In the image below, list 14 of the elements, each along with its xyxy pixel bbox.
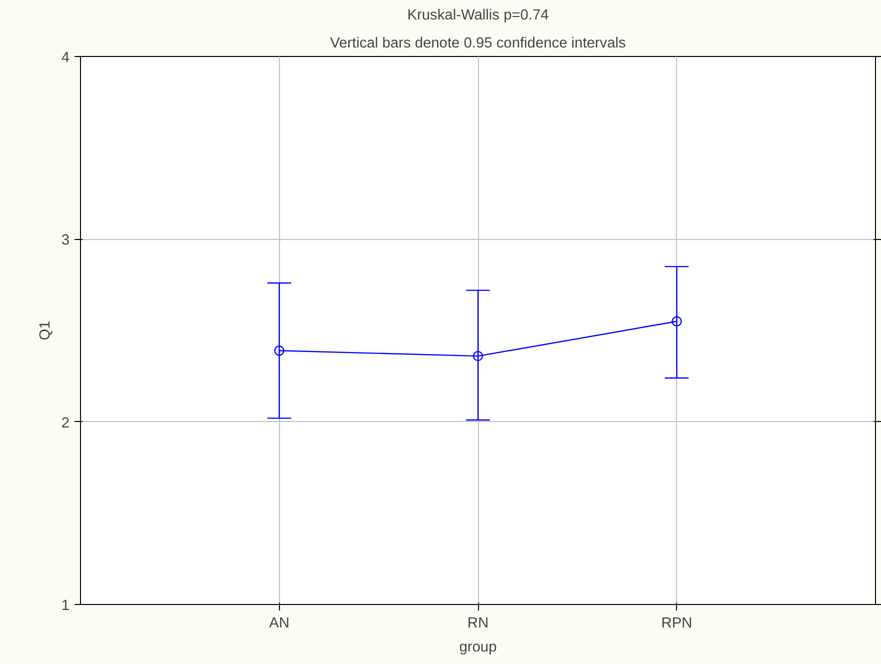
y-tick-label: 4 [61,50,70,66]
x-tick-label: RPN [661,616,692,632]
chart-subtitle: Vertical bars denote 0.95 confidence intervals [330,36,626,52]
y-tick-label: 2 [61,415,70,432]
x-tick-label: RN [467,616,489,632]
point [274,346,284,356]
point [672,316,682,326]
y-tick-label: 1 [61,598,70,614]
point [472,350,484,362]
x-tick-label: AN [269,616,290,632]
y-tick-label: 3 [61,232,70,249]
x-axis-title: group [459,640,497,656]
y-axis-title: Q1 [37,320,54,340]
chart-title: Kruskal-Wallis p=0.74 [407,8,549,24]
